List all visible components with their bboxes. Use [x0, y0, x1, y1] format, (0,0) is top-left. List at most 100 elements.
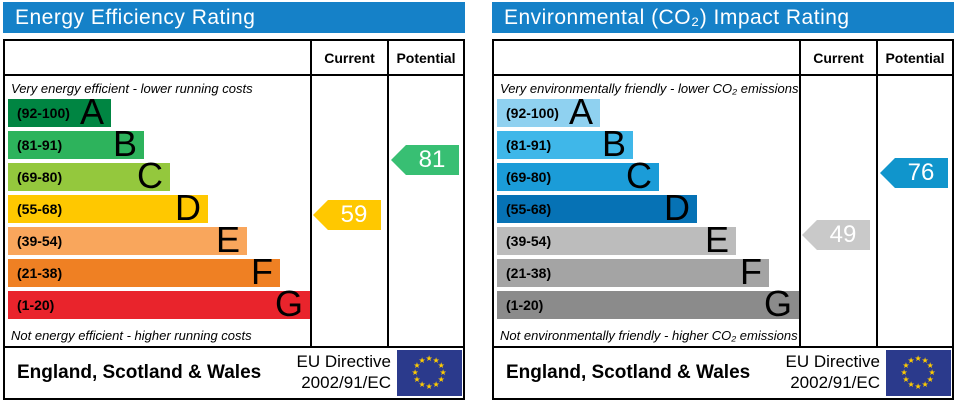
band-row-a: (92-100) A	[8, 94, 111, 130]
band-range-label: (92-100)	[17, 105, 70, 121]
caption-bottom: Not energy efficient - higher running co…	[11, 328, 252, 343]
eu-directive-label: EU Directive 2002/91/EC	[297, 351, 391, 394]
eu-star-icon: ★	[425, 382, 433, 391]
eu-star-icon: ★	[902, 361, 910, 370]
caption-top: Very environmentally friendly - lower CO…	[500, 81, 799, 96]
eu-star-icon: ★	[921, 380, 929, 390]
footer-divider	[494, 346, 952, 348]
eu-star-icon: ★	[437, 361, 445, 370]
eu-star-icon: ★	[411, 368, 419, 377]
band-range-label: (92-100)	[506, 105, 559, 121]
eu-directive-line2: 2002/91/EC	[790, 373, 880, 393]
band-letter: A	[568, 91, 593, 132]
column-header-current: Current	[813, 49, 864, 66]
band-letter: E	[704, 219, 729, 260]
current-rating-arrow: 49	[802, 220, 870, 250]
band-range-label: (1-20)	[506, 297, 544, 313]
eu-star-icon: ★	[425, 354, 433, 363]
band-range-label: (39-54)	[506, 233, 552, 249]
rating-table: Current Potential Very environmentally f…	[492, 39, 954, 400]
band-row-d: (55-68) D	[497, 190, 697, 226]
eu-directive-label: EU Directive 2002/91/EC	[786, 351, 880, 394]
rating-bands: (92-100) A (81-91) B (69-80) C (55-68) D…	[8, 94, 310, 322]
eu-star-icon: ★	[413, 375, 421, 384]
band-row-b: (81-91) B	[8, 126, 144, 162]
eu-star-icon: ★	[907, 355, 915, 365]
eu-star-icon: ★	[928, 368, 936, 377]
band-range-label: (81-91)	[506, 137, 552, 153]
band-range-label: (21-38)	[506, 265, 552, 281]
region-label: England, Scotland & Wales	[17, 362, 262, 383]
band-row-a: (92-100) A	[497, 94, 600, 130]
band-range-label: (69-80)	[17, 169, 63, 185]
eu-star-icon: ★	[926, 361, 934, 370]
eu-directive-line1: EU Directive	[785, 352, 880, 371]
band-range-label: (39-54)	[17, 233, 63, 249]
rating-bands: (92-100) A (81-91) B (69-80) C (55-68) D…	[497, 94, 799, 322]
eu-star-icon: ★	[914, 354, 922, 363]
band-letter: D	[175, 187, 201, 228]
band-letter: E	[215, 219, 240, 260]
band-row-f: (21-38) F	[8, 254, 280, 290]
column-divider	[387, 41, 389, 346]
energy-efficiency-panel: Energy Efficiency Rating Current Potenti…	[1, 0, 467, 404]
band-row-c: (69-80) C	[497, 158, 659, 194]
band-range-label: (55-68)	[506, 201, 552, 217]
panel-title: Energy Efficiency Rating	[3, 2, 465, 33]
potential-rating-arrow: 81	[391, 145, 459, 175]
eu-star-icon: ★	[432, 355, 440, 365]
eu-star-icon: ★	[418, 355, 426, 365]
potential-rating-arrow: 76	[880, 158, 948, 188]
eu-star-icon: ★	[914, 382, 922, 391]
band-letter: B	[112, 123, 137, 164]
eu-star-icon: ★	[418, 380, 426, 390]
band-row-f: (21-38) F	[497, 254, 769, 290]
band-range-label: (69-80)	[506, 169, 552, 185]
rating-table: Current Potential Very energy efficient …	[3, 39, 465, 400]
band-range-label: (1-20)	[17, 297, 55, 313]
band-row-c: (69-80) C	[8, 158, 170, 194]
eu-star-icon: ★	[437, 375, 445, 384]
band-range-label: (55-68)	[17, 201, 63, 217]
band-row-d: (55-68) D	[8, 190, 208, 226]
column-header-potential: Potential	[885, 49, 945, 66]
environmental-impact-panel: Environmental (CO₂) Impact Rating Curren…	[490, 0, 956, 404]
column-header-current: Current	[324, 49, 375, 66]
eu-directive-line2: 2002/91/EC	[301, 373, 391, 393]
column-divider	[799, 41, 801, 346]
band-letter: A	[79, 91, 104, 132]
header-divider	[5, 74, 463, 76]
table-footer: England, Scotland & Wales EU Directive 2…	[494, 348, 952, 398]
band-letter: F	[251, 251, 273, 292]
eu-directive-line1: EU Directive	[296, 352, 391, 371]
column-divider	[310, 41, 312, 346]
eu-flag-icon: ★ ★ ★ ★ ★ ★ ★ ★ ★ ★ ★ ★	[397, 350, 462, 396]
caption-top: Very energy efficient - lower running co…	[11, 81, 253, 96]
eu-star-icon: ★	[907, 380, 915, 390]
panel-title: Environmental (CO₂) Impact Rating	[492, 2, 954, 33]
band-row-e: (39-54) E	[8, 222, 247, 258]
table-footer: England, Scotland & Wales EU Directive 2…	[5, 348, 463, 398]
band-letter: C	[626, 155, 652, 196]
band-row-g: (1-20) G	[8, 286, 310, 322]
band-row-g: (1-20) G	[497, 286, 799, 322]
band-letter: G	[763, 283, 792, 324]
region-label: England, Scotland & Wales	[506, 362, 751, 383]
eu-star-icon: ★	[902, 375, 910, 384]
eu-star-icon: ★	[439, 368, 447, 377]
eu-star-icon: ★	[921, 355, 929, 365]
header-divider	[494, 74, 952, 76]
band-letter: F	[740, 251, 762, 292]
footer-divider	[5, 346, 463, 348]
eu-star-icon: ★	[432, 380, 440, 390]
eu-flag-icon: ★ ★ ★ ★ ★ ★ ★ ★ ★ ★ ★ ★	[886, 350, 951, 396]
band-row-e: (39-54) E	[497, 222, 736, 258]
eu-star-icon: ★	[413, 361, 421, 370]
caption-bottom: Not environmentally friendly - higher CO…	[500, 328, 798, 343]
band-letter: G	[274, 283, 303, 324]
current-rating-arrow: 59	[313, 200, 381, 230]
eu-star-icon: ★	[900, 368, 908, 377]
band-letter: D	[664, 187, 690, 228]
band-row-b: (81-91) B	[497, 126, 633, 162]
